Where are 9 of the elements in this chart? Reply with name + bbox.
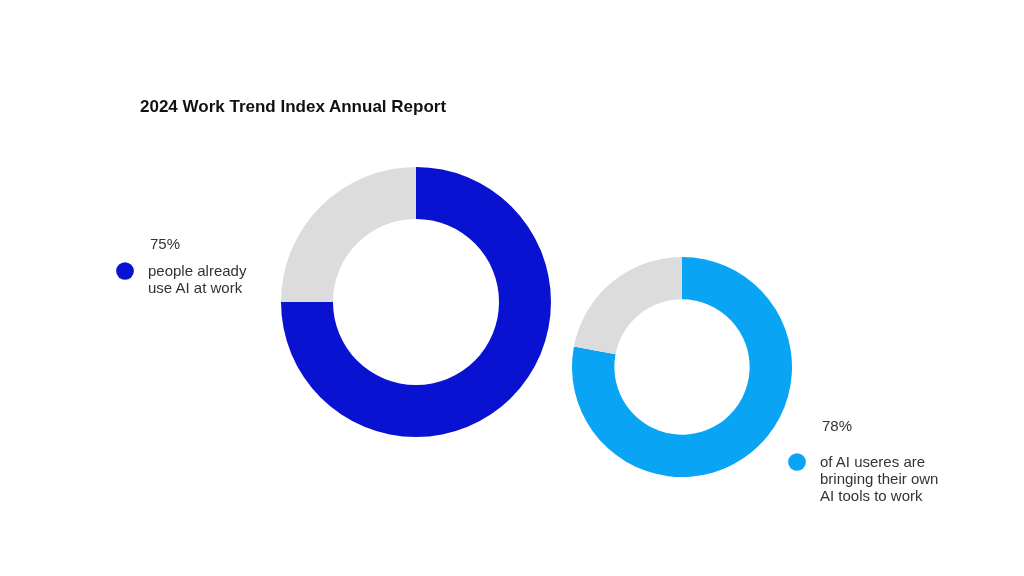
data-label: 78% (822, 417, 853, 434)
donut-slice (573, 257, 682, 355)
legend-label: of AI useres are bringing their own AI tools to work (820, 453, 939, 504)
legend-label: people already use AI at work (148, 262, 247, 296)
donut-slice (281, 167, 551, 437)
data-label: 75% (150, 235, 181, 253)
donut-slice (572, 257, 792, 477)
chart-title: 2024 Work Trend Index Annual Report (140, 97, 447, 116)
donut-slice (281, 167, 416, 302)
